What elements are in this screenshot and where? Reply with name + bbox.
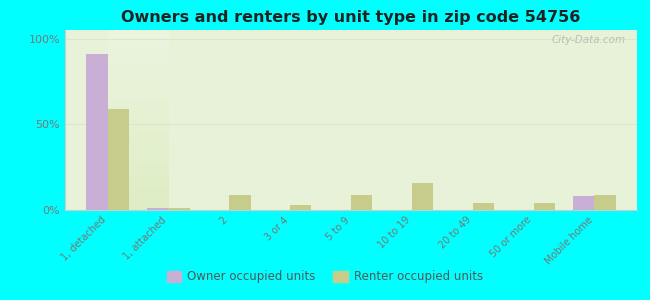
Text: City-Data.com: City-Data.com — [551, 35, 625, 45]
Bar — [351, 195, 372, 210]
Bar — [594, 195, 616, 210]
Bar — [473, 203, 494, 210]
Bar — [229, 195, 251, 210]
Bar — [147, 208, 168, 210]
Legend: Owner occupied units, Renter occupied units: Owner occupied units, Renter occupied un… — [162, 266, 488, 288]
Bar — [290, 205, 311, 210]
Bar — [168, 208, 190, 210]
Title: Owners and renters by unit type in zip code 54756: Owners and renters by unit type in zip c… — [122, 10, 580, 25]
Bar — [108, 109, 129, 210]
Bar — [412, 183, 433, 210]
Bar — [573, 196, 594, 210]
Bar — [86, 54, 108, 210]
Bar — [534, 203, 555, 210]
